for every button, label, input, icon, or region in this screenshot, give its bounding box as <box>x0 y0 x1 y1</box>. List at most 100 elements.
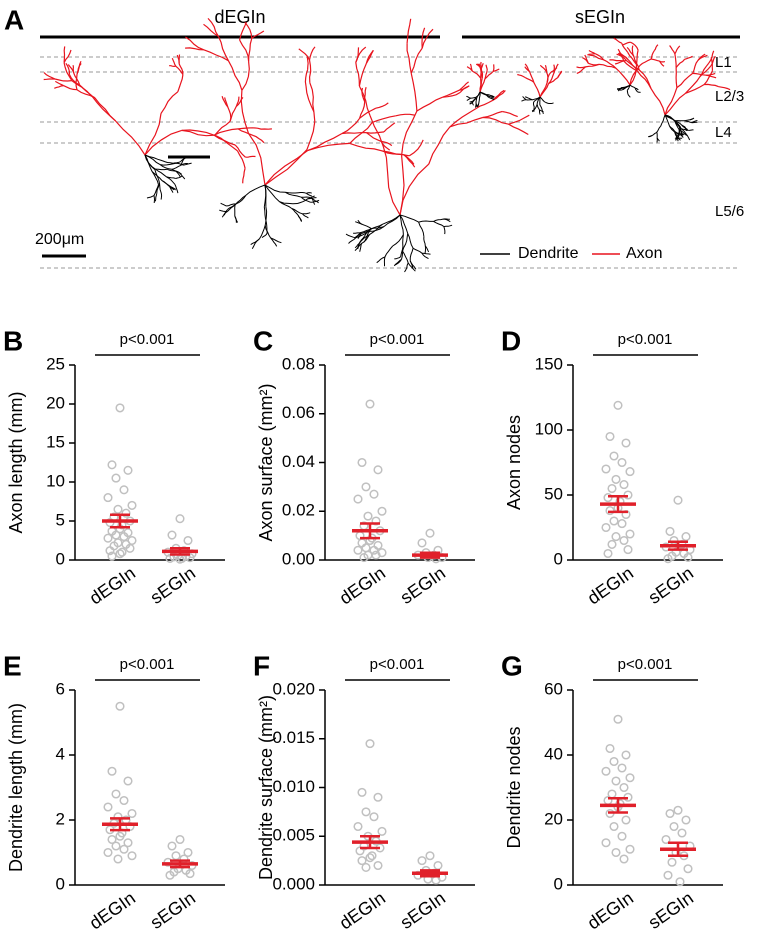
neurite <box>459 81 469 91</box>
neurite <box>298 48 311 61</box>
neurite <box>247 133 266 186</box>
neurite <box>630 41 639 51</box>
y-tick-label: 10 <box>46 471 65 490</box>
neurite <box>471 101 474 106</box>
neurite <box>221 96 229 108</box>
neurite <box>475 98 478 104</box>
neurite <box>704 83 719 88</box>
neurite <box>285 191 299 194</box>
neurite <box>617 48 625 62</box>
data-point <box>623 490 633 500</box>
data-point <box>621 438 631 448</box>
data-point <box>665 808 675 819</box>
data-point <box>625 529 635 539</box>
neurite <box>261 232 268 239</box>
neurite <box>615 67 631 86</box>
neurite <box>692 72 707 76</box>
data-point <box>113 504 123 514</box>
neurite <box>593 55 604 61</box>
data-point <box>353 821 363 832</box>
data-point <box>165 870 175 880</box>
neurite <box>418 220 434 223</box>
neurite <box>310 199 320 203</box>
x-tick-label: sEGIn <box>147 563 199 608</box>
neurite <box>345 233 356 239</box>
neurite <box>171 57 177 67</box>
data-point <box>119 844 129 854</box>
neurite <box>155 168 168 171</box>
data-point <box>611 847 621 858</box>
neurite <box>659 60 666 63</box>
neurite <box>466 97 471 101</box>
neurite <box>54 85 64 89</box>
data-point <box>681 532 691 542</box>
neurite <box>476 103 480 107</box>
neurite <box>633 56 640 71</box>
y-tick-label: 20 <box>544 809 563 828</box>
neurite <box>550 102 554 104</box>
neurite <box>475 99 494 110</box>
y-tick-label: 100 <box>535 419 563 438</box>
data-point <box>113 812 123 822</box>
neurite <box>264 184 280 202</box>
neurite <box>361 234 370 244</box>
neurite <box>684 120 692 124</box>
neurite <box>684 127 688 131</box>
neurite <box>302 213 309 219</box>
neurite <box>181 129 215 136</box>
neurite <box>674 131 678 137</box>
data-point <box>111 789 121 799</box>
data-point <box>127 500 137 510</box>
data-point <box>677 828 687 838</box>
data-point <box>613 714 623 724</box>
data-point <box>357 538 367 548</box>
neurite <box>239 22 248 41</box>
neurite <box>207 17 219 37</box>
data-point <box>425 528 435 538</box>
neurite <box>354 243 362 251</box>
y-tick-label: 0.015 <box>272 728 315 747</box>
neurite <box>475 63 482 69</box>
y-tick-label: 0.06 <box>282 403 315 422</box>
neurite <box>235 195 247 205</box>
neurite <box>423 236 426 246</box>
neurite <box>407 233 414 249</box>
neurite <box>678 126 682 133</box>
neurite <box>664 92 686 116</box>
data-point <box>113 854 123 864</box>
neurite <box>175 170 182 175</box>
neurite <box>623 60 638 72</box>
neurite <box>470 96 476 99</box>
scale-label: 200μm <box>35 231 84 248</box>
x-tick-label: dEGIn <box>584 563 637 609</box>
neurite <box>485 64 488 71</box>
neurite <box>257 127 272 130</box>
neurite <box>669 45 676 55</box>
neurite <box>482 116 509 125</box>
y-tick-label: 0 <box>56 549 65 568</box>
neurite <box>676 132 680 137</box>
neurite <box>291 208 299 216</box>
neurite <box>609 59 624 62</box>
neurite <box>407 262 416 272</box>
neurite <box>409 260 417 270</box>
neurite <box>369 223 383 236</box>
neurite <box>410 72 418 112</box>
neurite <box>421 253 429 260</box>
neurite <box>235 96 240 107</box>
neurite <box>359 107 377 119</box>
neurite <box>664 87 678 116</box>
neurite <box>532 101 535 108</box>
neurite <box>63 49 72 63</box>
data-point <box>171 851 181 861</box>
neurite <box>43 72 56 80</box>
data-point <box>357 787 367 797</box>
neurite <box>308 59 312 83</box>
neurite <box>244 22 253 39</box>
neurite <box>181 129 215 137</box>
neurite <box>240 90 250 134</box>
data-point <box>363 511 373 521</box>
data-point <box>369 545 379 555</box>
neurite <box>393 258 402 267</box>
neurite <box>369 115 387 158</box>
